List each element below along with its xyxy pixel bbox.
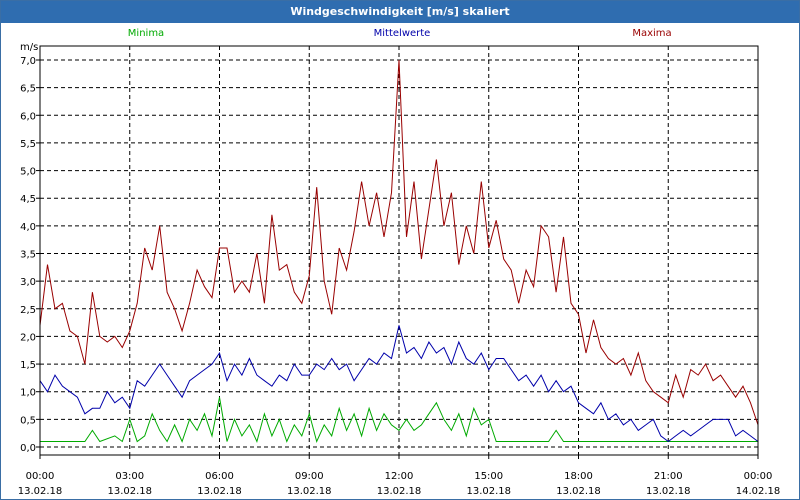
x-tick-date: 13.02.18: [556, 486, 601, 497]
y-tick-label: 0,0: [20, 443, 36, 454]
y-tick-label: 2,5: [20, 305, 36, 316]
x-tick-time: 21:00: [654, 471, 683, 482]
y-tick-label: 3,5: [20, 250, 36, 261]
y-tick-label: 6,0: [20, 111, 36, 122]
y-tick-label: 3,0: [20, 277, 36, 288]
x-tick-time: 00:00: [744, 471, 773, 482]
x-tick-time: 09:00: [295, 471, 324, 482]
y-tick-label: 7,0: [20, 56, 36, 67]
x-tick-date: 13.02.18: [646, 486, 691, 497]
x-tick-date: 13.02.18: [466, 486, 511, 497]
legend-maxima: Maxima: [632, 28, 671, 39]
x-tick-date: 14.02.18: [736, 486, 781, 497]
x-tick-time: 18:00: [564, 471, 593, 482]
grid: [40, 46, 758, 455]
x-tick-date: 13.02.18: [287, 486, 332, 497]
x-tick-date: 13.02.18: [107, 486, 152, 497]
y-tick-label: 6,5: [20, 84, 36, 95]
x-tick-date: 13.02.18: [197, 486, 242, 497]
legend-minima: Minima: [128, 28, 164, 39]
series-minima: [40, 397, 758, 443]
x-tick-time: 06:00: [205, 471, 234, 482]
series-layer: [39, 59, 759, 443]
y-tick-label: 5,5: [20, 139, 36, 150]
series-mittelwerte: [39, 325, 759, 443]
x-axis: 00:00 13.02.18 03:00 13.02.18 06:00 13.02.18 0…: [18, 455, 781, 497]
x-tick-date: 13.02.18: [377, 486, 422, 497]
y-tick-label: 4,5: [20, 194, 36, 205]
y-tick-label: 0,5: [20, 415, 36, 426]
y-tick-label: 1,0: [20, 388, 36, 399]
x-tick-time: 15:00: [474, 471, 503, 482]
series-maxima: [39, 59, 759, 426]
x-tick-time: 12:00: [385, 471, 414, 482]
x-tick-time: 03:00: [115, 471, 144, 482]
legend-mittelwerte: Mittelwerte: [374, 28, 431, 39]
y-axis-label: m/s: [20, 42, 38, 53]
y-tick-label: 1,5: [20, 360, 36, 371]
y-tick-label: 4,0: [20, 222, 36, 233]
y-tick-label: 5,0: [20, 167, 36, 178]
chart-title: Windgeschwindigkeit [m/s] skaliert: [1, 1, 799, 23]
y-tick-label: 2,0: [20, 332, 36, 343]
x-tick-date: 13.02.18: [18, 486, 63, 497]
x-tick-time: 00:00: [26, 471, 55, 482]
y-axis: 0,0 0,5 1,0 1,5 2,0 2,5 3,0 3,5 4,0 4,5 5,0 5,5 6,0 6…: [20, 56, 40, 454]
